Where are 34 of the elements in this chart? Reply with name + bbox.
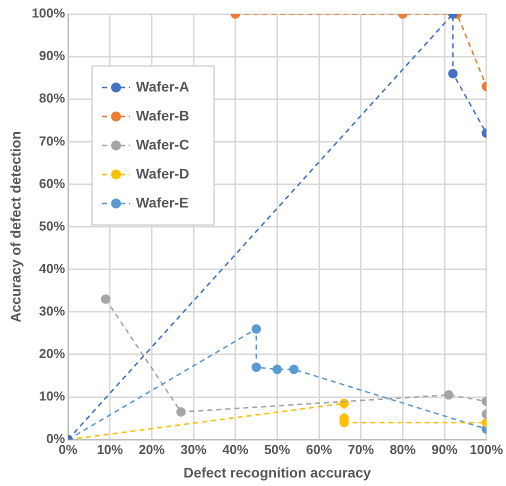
- y-axis-title: Accuracy of defect detection: [7, 131, 24, 322]
- x-tick-label: 70%: [348, 442, 374, 457]
- point: [176, 407, 186, 417]
- y-tick-label: 90%: [39, 48, 66, 64]
- x-axis-title: Defect recognition accuracy: [183, 464, 372, 480]
- y-tick-label: 80%: [39, 90, 66, 106]
- point: [252, 324, 262, 334]
- point: [252, 362, 262, 372]
- point: [100, 294, 110, 304]
- point: [444, 390, 454, 400]
- x-tick-label: 60%: [306, 442, 332, 457]
- legend-label: Wafer-D: [136, 165, 190, 182]
- x-tick-label: 30%: [180, 442, 207, 457]
- y-tick-label: 70%: [39, 133, 66, 148]
- y-tick-label: 60%: [39, 176, 66, 191]
- x-tick-label: 50%: [264, 442, 291, 457]
- legend-label: Wafer-C: [136, 136, 190, 152]
- y-tick-label: 10%: [39, 388, 66, 404]
- x-tick-label: 100%: [470, 442, 504, 457]
- point: [289, 364, 299, 374]
- y-tick-label: 100%: [32, 6, 66, 21]
- point: [272, 364, 282, 374]
- y-tick-label: 50%: [39, 218, 66, 234]
- x-tick-label: 40%: [222, 442, 249, 457]
- x-tick-label: 10%: [96, 442, 124, 457]
- x-tick-label: 80%: [390, 442, 416, 457]
- x-tick-label: 20%: [138, 442, 166, 457]
- x-tick-label: 90%: [432, 442, 458, 457]
- legend-label: Wafer-B: [136, 107, 190, 124]
- y-tick-label: 40%: [39, 260, 66, 276]
- legend-label: Wafer-E: [136, 194, 188, 210]
- legend-label: Wafer-A: [136, 78, 190, 94]
- y-tick-label: 20%: [39, 346, 66, 362]
- y-tick-label: 30%: [39, 304, 66, 318]
